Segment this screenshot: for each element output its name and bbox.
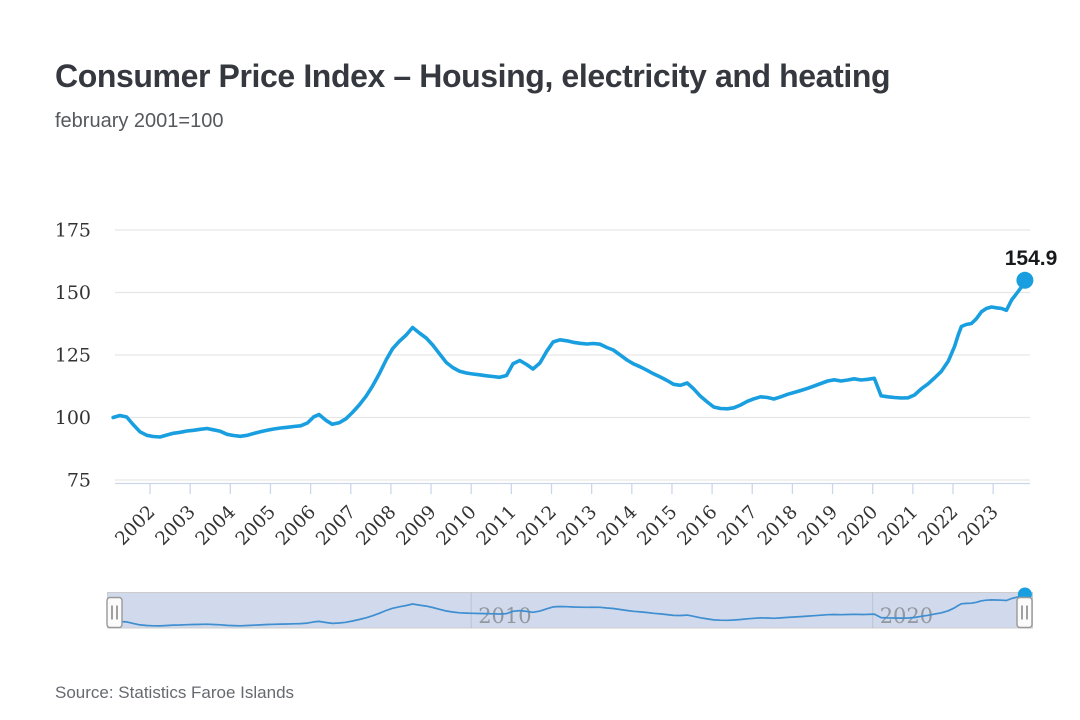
navigator-axis-labels: 2010 2020 (478, 604, 933, 628)
svg-text:2003: 2003 (152, 502, 200, 550)
svg-text:2013: 2013 (553, 502, 601, 550)
svg-text:2011: 2011 (473, 502, 521, 550)
svg-text:125: 125 (55, 345, 91, 367)
svg-text:2016: 2016 (673, 502, 721, 550)
y-axis-labels: 75 100 125 150 175 (55, 220, 91, 492)
svg-text:2017: 2017 (714, 502, 762, 550)
svg-text:2006: 2006 (272, 502, 320, 550)
svg-text:2015: 2015 (633, 502, 681, 550)
svg-text:75: 75 (67, 470, 91, 492)
navigator-handle-left[interactable] (106, 596, 123, 629)
svg-text:175: 175 (55, 220, 91, 242)
source-text: Source: Statistics Faroe Islands (55, 683, 295, 702)
last-value-label: 154.9 (1004, 247, 1058, 270)
svg-text:2014: 2014 (593, 502, 641, 550)
chart-title: Consumer Price Index – Housing, electric… (55, 58, 891, 94)
cpi-line-chart[interactable]: 7510012515017520022003200420052006200720… (0, 150, 1080, 570)
svg-text:2008: 2008 (352, 502, 400, 550)
navigator-handle-right[interactable] (1016, 596, 1033, 629)
svg-text:2022: 2022 (914, 502, 962, 550)
svg-text:2002: 2002 (111, 502, 159, 550)
svg-text:2021: 2021 (874, 502, 922, 550)
svg-text:2023: 2023 (955, 502, 1003, 550)
navigator-gridlines (470, 592, 874, 628)
x-axis (115, 482, 1030, 494)
svg-text:2005: 2005 (232, 502, 280, 550)
svg-text:2010: 2010 (433, 502, 481, 550)
svg-text:2004: 2004 (192, 502, 240, 550)
svg-text:2019: 2019 (794, 502, 842, 550)
svg-text:2020: 2020 (834, 502, 882, 550)
y-gridlines (115, 229, 1030, 481)
chart-subtitle: february 2001=100 (55, 110, 224, 132)
cpi-series-line[interactable] (111, 278, 1027, 439)
x-axis-labels: 2002200320042005200620072008200920102011… (111, 502, 1002, 550)
navigator[interactable]: 2010 2020 (0, 580, 1080, 650)
navigator-mask[interactable] (107, 592, 1033, 629)
svg-text:2009: 2009 (392, 502, 440, 550)
svg-text:2010: 2010 (478, 604, 531, 628)
navigator-series-line (113, 593, 1026, 627)
svg-text:2012: 2012 (513, 502, 561, 550)
svg-text:2007: 2007 (312, 502, 360, 550)
svg-text:2018: 2018 (754, 502, 802, 550)
last-point-marker[interactable] (1016, 271, 1034, 289)
svg-text:150: 150 (55, 282, 91, 304)
svg-text:100: 100 (55, 407, 91, 429)
